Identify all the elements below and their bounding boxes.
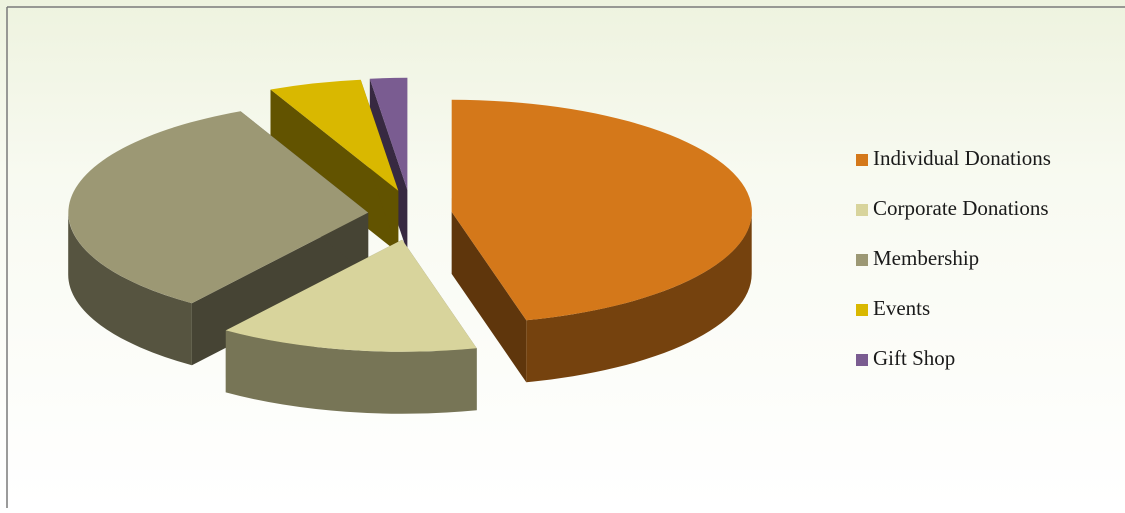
legend-swatch [856, 154, 868, 166]
legend-swatch [856, 354, 868, 366]
legend-swatch [856, 254, 868, 266]
legend-label: Events [873, 296, 930, 320]
legend-swatch [856, 304, 868, 316]
legend-label: Gift Shop [873, 346, 955, 370]
legend-label: Individual Donations [873, 146, 1051, 170]
legend-label: Corporate Donations [873, 196, 1049, 220]
legend-swatch [856, 204, 868, 216]
legend-label: Membership [873, 246, 979, 270]
